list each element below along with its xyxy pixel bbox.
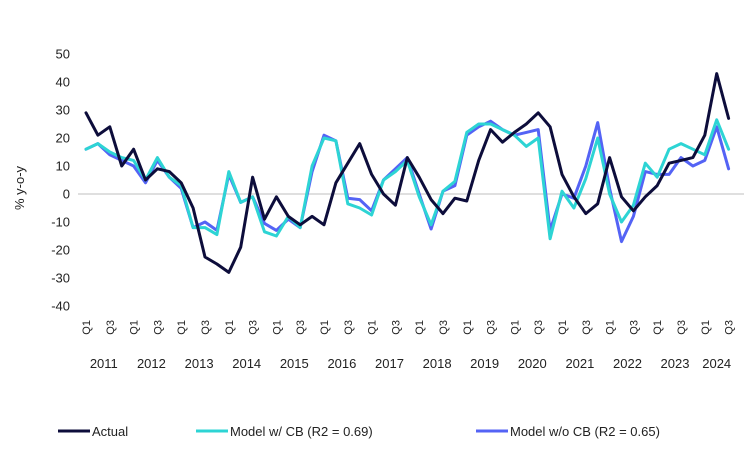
x-axis: Q1 Q3 2011 Q1 Q3 2012 Q1 Q3 2013 Q1 Q3 2014 Q1 Q3 2015… [81, 320, 736, 371]
x-tick-label: Q3 [295, 320, 307, 335]
legend-label: Actual [92, 424, 128, 439]
x-tick-label: Q3 [533, 320, 545, 335]
year-label: 2024 [702, 356, 731, 371]
year-label: 2015 [280, 356, 309, 371]
series-line-actual [84, 72, 731, 274]
year-label: 2016 [327, 356, 356, 371]
x-tick-label: Q3 [390, 320, 402, 335]
x-tick-label: Q1 [414, 320, 426, 335]
legend-label: Model w/o CB (R2 = 0.65) [510, 424, 660, 439]
legend: Actual Model w/ CB (R2 = 0.69) Model w/o C… [58, 424, 660, 439]
legend-label: Model w/ CB (R2 = 0.69) [230, 424, 373, 439]
y-tick-label: -30 [51, 271, 70, 286]
year-label: 2014 [232, 356, 261, 371]
series-line-model-without-cb [84, 119, 731, 244]
x-tick-label: Q1 [557, 320, 569, 335]
year-label: 2022 [613, 356, 642, 371]
year-label: 2012 [137, 356, 166, 371]
y-tick-label: 0 [63, 187, 70, 202]
x-tick-label: Q3 [486, 320, 498, 335]
y-tick-label: 20 [56, 131, 70, 146]
y-axis: 50 40 30 20 10 0 -10 -20 -30 -40 [51, 47, 70, 314]
x-tick-label: Q1 [700, 320, 712, 335]
x-tick-label: Q1 [224, 320, 236, 335]
x-tick-label: Q1 [367, 320, 379, 335]
x-tick-label: Q3 [628, 320, 640, 335]
y-tick-label: 10 [56, 159, 70, 174]
x-tick-label: Q3 [152, 320, 164, 335]
x-tick-label: Q3 [724, 320, 736, 335]
x-tick-label: Q3 [343, 320, 355, 335]
x-tick-label: Q1 [129, 320, 141, 335]
year-label: 2021 [565, 356, 594, 371]
x-tick-label: Q3 [248, 320, 260, 335]
year-label: 2019 [470, 356, 499, 371]
y-axis-label: % y-o-y [12, 165, 27, 210]
x-tick-label: Q3 [676, 320, 688, 335]
year-label: 2023 [661, 356, 690, 371]
year-label: 2011 [90, 356, 118, 371]
x-tick-label: Q1 [509, 320, 521, 335]
x-tick-label: Q3 [438, 320, 450, 335]
x-tick-label: Q3 [581, 320, 593, 335]
x-tick-label: Q1 [81, 320, 93, 335]
year-label: 2020 [518, 356, 547, 371]
y-tick-label: 30 [56, 103, 70, 118]
year-label: 2013 [185, 356, 214, 371]
x-tick-label: Q1 [271, 320, 283, 335]
y-tick-label: 40 [56, 75, 70, 90]
y-tick-label: -10 [51, 215, 70, 230]
x-tick-label: Q1 [652, 320, 664, 335]
y-tick-label: -40 [51, 299, 70, 314]
y-tick-label: -20 [51, 243, 70, 258]
year-label: 2018 [423, 356, 452, 371]
series-lines [84, 72, 731, 274]
x-tick-label: Q1 [176, 320, 188, 335]
x-tick-label: Q3 [105, 320, 117, 335]
x-tick-label: Q3 [200, 320, 212, 335]
y-tick-label: 50 [56, 47, 70, 62]
year-label: 2017 [375, 356, 404, 371]
x-tick-label: Q1 [319, 320, 331, 335]
x-tick-label: Q1 [605, 320, 617, 335]
x-tick-label: Q1 [462, 320, 474, 335]
